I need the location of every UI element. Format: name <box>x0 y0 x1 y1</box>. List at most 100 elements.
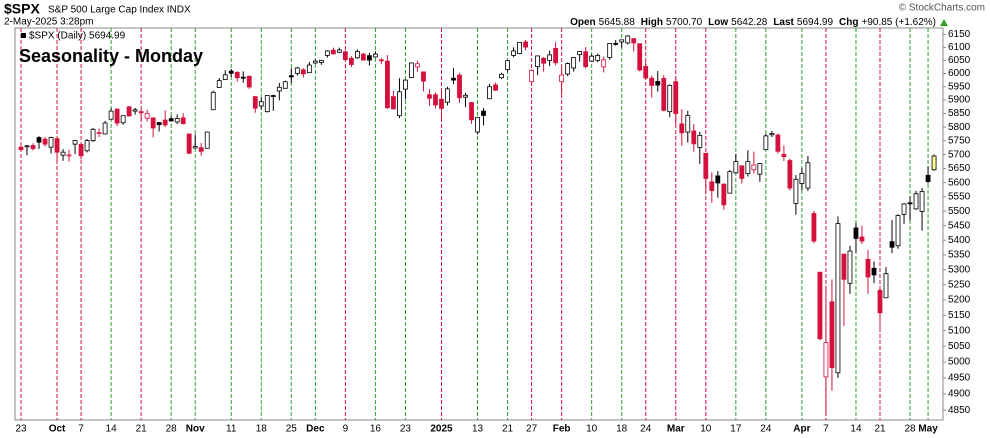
candle-body <box>781 153 787 157</box>
candle-body <box>553 47 559 64</box>
candle-body <box>306 64 312 74</box>
quote-label: Low <box>708 17 728 28</box>
legend: $SPX (Daily) 5694.99 <box>29 31 126 42</box>
candle-body <box>264 95 270 113</box>
candle-body <box>709 181 715 191</box>
x-tick-label: 23 <box>15 424 27 435</box>
candle-body <box>120 115 126 124</box>
candle-body <box>240 76 246 79</box>
quote-value: +90.85 (+1.62%) <box>862 17 937 28</box>
candle-body <box>282 81 288 89</box>
candle-body <box>859 236 865 242</box>
candle-body <box>42 138 48 145</box>
credit: © StockCharts.com <box>899 3 985 14</box>
candle-body <box>805 162 811 189</box>
candle-body <box>276 86 282 92</box>
x-tick-label: 17 <box>730 424 742 435</box>
candle-body <box>102 122 108 135</box>
x-tick-label: Dec <box>306 424 325 435</box>
x-tick-label: May <box>918 424 938 435</box>
candle-body <box>126 106 132 117</box>
candle-body <box>637 43 643 71</box>
candle-body <box>889 241 895 248</box>
candle-body <box>865 258 871 278</box>
annotation: Seasonality - Monday <box>19 46 203 66</box>
candle-body <box>463 94 468 98</box>
candle-body <box>511 50 516 56</box>
candle-body <box>300 69 306 75</box>
candle-body <box>769 133 775 136</box>
x-tick-label: 9 <box>343 424 349 435</box>
y-tick-label: 6050 <box>948 55 971 66</box>
candle-body <box>90 128 96 141</box>
candle-body <box>775 134 781 152</box>
candle-body <box>601 59 607 68</box>
candle-body <box>379 59 384 62</box>
candle-body <box>523 41 528 48</box>
quote-value: 5694.99 <box>797 17 834 28</box>
candle-body <box>697 134 703 148</box>
candle-body <box>745 161 751 175</box>
candle-body <box>336 49 342 53</box>
candle-body <box>655 81 661 86</box>
candle-body <box>541 57 547 64</box>
y-tick-label: 5550 <box>948 191 971 202</box>
candle-body <box>198 147 204 152</box>
candle-body <box>607 43 613 58</box>
candle-body <box>613 43 619 45</box>
candle-body <box>66 154 72 157</box>
candle-body <box>733 161 739 174</box>
y-tick-label: 5000 <box>948 357 971 368</box>
quote-label: High <box>641 17 663 28</box>
candle-body <box>186 133 192 154</box>
y-tick-label: 5450 <box>948 220 971 231</box>
x-tick-label: Mar <box>667 424 685 435</box>
candle-body <box>931 155 937 171</box>
candle-body <box>559 74 565 83</box>
candle-body <box>919 191 925 212</box>
candle-body <box>883 273 889 299</box>
candle-body <box>721 183 727 206</box>
x-tick-label: 16 <box>370 424 382 435</box>
candle-body <box>312 60 318 64</box>
x-tick-label: 28 <box>904 424 916 435</box>
candle-body <box>631 38 637 44</box>
candle-body <box>853 227 859 239</box>
candle-body <box>144 112 150 119</box>
plot-frame <box>14 27 944 421</box>
candle-body <box>925 174 931 182</box>
candle-body <box>114 108 120 124</box>
candle-body <box>216 80 222 88</box>
candle-body <box>829 301 835 369</box>
y-tick-label: 6000 <box>948 68 971 79</box>
axes: 4850 4900 4950 5000 5050 5100 5150 5200 5250 5300… <box>15 29 970 435</box>
candle-body <box>703 152 709 179</box>
candle-body <box>877 289 883 314</box>
candle-body <box>258 101 264 107</box>
candle-body <box>348 57 354 65</box>
y-tick-label: 5100 <box>948 325 971 336</box>
y-tick-label: 5800 <box>948 122 971 133</box>
candle-body <box>373 53 378 58</box>
candle-body <box>409 62 414 78</box>
candle-body <box>252 96 258 109</box>
candle-body <box>787 160 793 189</box>
candle-body <box>589 55 595 62</box>
candle-body <box>625 35 631 44</box>
x-tick-label: 28 <box>166 424 178 435</box>
candle-body <box>246 75 252 88</box>
y-tick-label: 5400 <box>948 235 971 246</box>
candle-body <box>18 146 24 151</box>
candle-body <box>727 171 733 194</box>
quote-label: Last <box>773 17 794 28</box>
candle-body <box>715 175 721 184</box>
quote-label: Chg <box>839 17 858 28</box>
x-tick-label: 21 <box>502 424 514 435</box>
y-tick-label: 5600 <box>948 177 971 188</box>
candle-body <box>757 163 763 175</box>
symbol: $SPX <box>4 1 40 17</box>
candle-body <box>421 71 426 82</box>
y-tick-label: 6100 <box>948 42 971 53</box>
candle-body <box>360 53 366 61</box>
candle-body <box>433 94 438 106</box>
